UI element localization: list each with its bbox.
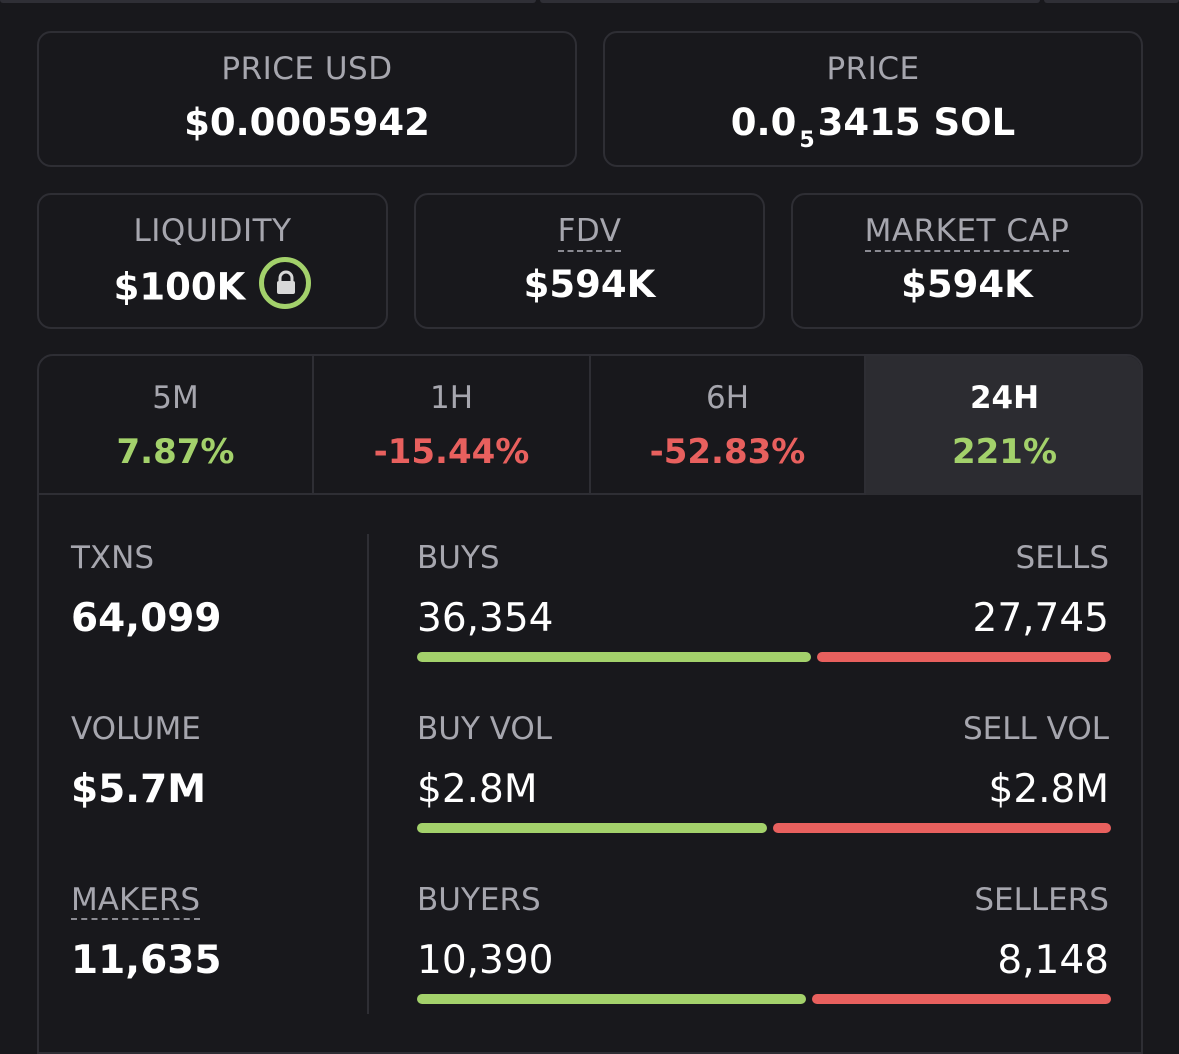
tab-5m[interactable]: 5M 7.87% bbox=[39, 356, 314, 495]
tab-change: -52.83% bbox=[649, 432, 806, 472]
buyers-bar bbox=[417, 994, 806, 1004]
tab-24h[interactable]: 24H 221% bbox=[866, 356, 1141, 495]
liquidity-card: LIQUIDITY $100K bbox=[37, 193, 388, 329]
top-edge-segment bbox=[1044, 0, 1179, 3]
sells-bar bbox=[817, 652, 1111, 662]
sell-vol-bar bbox=[773, 823, 1111, 833]
price-sol-digits: 3415 bbox=[817, 101, 921, 144]
tab-label: 5M bbox=[152, 380, 199, 416]
price-sol-zero-count: 5 bbox=[799, 128, 815, 153]
timeframe-tabs: 5M 7.87% 1H -15.44% 6H -52.83% 24H 221% bbox=[39, 356, 1141, 496]
tab-label: 6H bbox=[705, 380, 750, 416]
tab-label: 1H bbox=[429, 380, 474, 416]
price-sol-value: 0.0 53415 SOL bbox=[605, 101, 1141, 153]
top-edge bbox=[0, 0, 1179, 4]
top-edge-segment bbox=[540, 0, 1040, 3]
fdv-label[interactable]: FDV bbox=[557, 213, 622, 252]
liquidity-value: $100K bbox=[113, 265, 246, 309]
price-sol-prefix: 0.0 bbox=[730, 101, 797, 144]
price-usd-card: PRICE USD $0.0005942 bbox=[37, 31, 577, 167]
market-cap-value: $594K bbox=[901, 263, 1033, 306]
price-usd-label: PRICE USD bbox=[221, 51, 393, 87]
price-usd-value: $0.0005942 bbox=[184, 101, 430, 144]
buys-bar bbox=[417, 652, 811, 662]
tab-change: 7.87% bbox=[116, 432, 235, 472]
sell-vol-value: $2.8M bbox=[988, 767, 1110, 812]
buys-label: BUYS bbox=[417, 540, 500, 576]
makers-label[interactable]: MAKERS bbox=[71, 882, 201, 920]
buy-vol-value: $2.8M bbox=[417, 767, 538, 812]
fdv-card: FDV $594K bbox=[414, 193, 765, 329]
stats-panel: 5M 7.87% 1H -15.44% 6H -52.83% 24H 221% … bbox=[37, 354, 1143, 1054]
tab-6h[interactable]: 6H -52.83% bbox=[591, 356, 866, 495]
tab-change: -15.44% bbox=[373, 432, 530, 472]
sells-label: SELLS bbox=[1015, 540, 1109, 576]
txns-label: TXNS bbox=[71, 540, 155, 576]
buys-value: 36,354 bbox=[417, 596, 554, 641]
buyers-label: BUYERS bbox=[417, 882, 541, 918]
tab-label: 24H bbox=[969, 380, 1040, 416]
volume-label: VOLUME bbox=[71, 711, 201, 747]
sell-vol-label: SELL VOL bbox=[963, 711, 1109, 747]
buyers-value: 10,390 bbox=[417, 938, 554, 983]
price-sol-unit: SOL bbox=[933, 101, 1016, 144]
sellers-label: SELLERS bbox=[974, 882, 1109, 918]
liquidity-value-row: $100K bbox=[39, 257, 386, 315]
sellers-value: 8,148 bbox=[997, 938, 1109, 983]
tab-change: 221% bbox=[951, 432, 1058, 472]
price-sol-label: PRICE bbox=[826, 51, 920, 87]
buy-vol-label: BUY VOL bbox=[417, 711, 553, 747]
volume-value: $5.7M bbox=[71, 767, 207, 812]
txns-value: 64,099 bbox=[71, 596, 222, 641]
sells-value: 27,745 bbox=[972, 596, 1109, 641]
tab-1h[interactable]: 1H -15.44% bbox=[314, 356, 591, 495]
market-cap-label[interactable]: MARKET CAP bbox=[864, 213, 1070, 252]
price-sol-card: PRICE 0.0 53415 SOL bbox=[603, 31, 1143, 167]
makers-value: 11,635 bbox=[71, 938, 222, 983]
lock-icon[interactable] bbox=[259, 257, 312, 309]
top-edge-segment bbox=[0, 0, 536, 3]
column-divider bbox=[367, 534, 369, 1014]
market-cap-card: MARKET CAP $594K bbox=[791, 193, 1143, 329]
liquidity-label: LIQUIDITY bbox=[133, 213, 292, 249]
sellers-bar bbox=[812, 994, 1111, 1004]
fdv-value: $594K bbox=[523, 263, 656, 306]
buy-vol-bar bbox=[417, 823, 767, 833]
